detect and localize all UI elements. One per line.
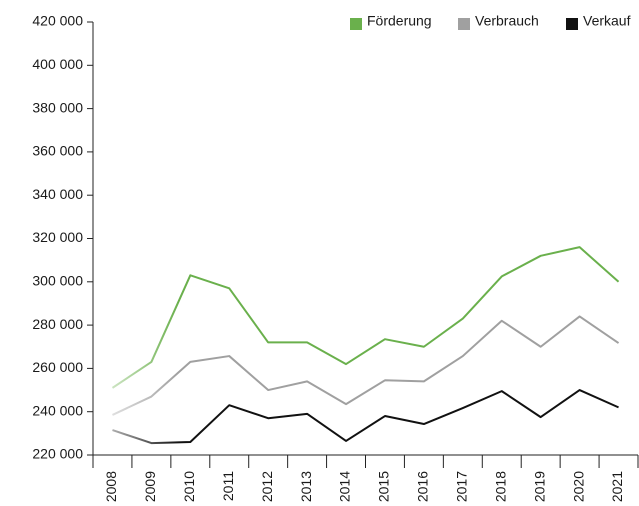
legend-swatch — [350, 18, 362, 30]
y-tick-label: 260 000 — [32, 359, 83, 375]
y-tick-label: 400 000 — [32, 56, 83, 72]
legend-swatch — [566, 18, 578, 30]
x-tick-label: 2018 — [492, 471, 508, 502]
y-tick-label: 320 000 — [32, 229, 83, 245]
x-tick-label: 2019 — [531, 471, 547, 502]
x-tick-label: 2008 — [103, 471, 119, 502]
y-tick-label: 360 000 — [32, 143, 83, 159]
x-tick-label: 2010 — [181, 471, 197, 502]
x-tick-label: 2017 — [454, 471, 470, 502]
x-tick-label: 2013 — [298, 471, 314, 502]
y-tick-label: 380 000 — [32, 99, 83, 115]
y-tick-label: 340 000 — [32, 186, 83, 202]
x-tick-label: 2021 — [609, 471, 625, 502]
x-tick-label: 2012 — [259, 471, 275, 502]
x-tick-label: 2009 — [142, 471, 158, 502]
x-tick-label: 2016 — [415, 471, 431, 502]
legend-swatch — [458, 18, 470, 30]
series-line — [112, 315, 620, 416]
y-tick-label: 300 000 — [32, 273, 83, 289]
y-tick-label: 220 000 — [32, 446, 83, 462]
x-tick-label: 2020 — [570, 471, 586, 502]
series-line — [112, 389, 619, 445]
y-tick-label: 240 000 — [32, 402, 83, 418]
x-tick-label: 2015 — [376, 471, 392, 502]
series-line — [111, 246, 620, 389]
y-tick-label: 420 000 — [32, 13, 83, 29]
legend-label: Verbrauch — [475, 13, 539, 29]
x-tick-label: 2014 — [337, 471, 353, 502]
legend-label: Förderung — [367, 13, 432, 29]
x-tick-label: 2011 — [220, 471, 236, 501]
legend-label: Verkauf — [583, 13, 631, 29]
y-tick-label: 280 000 — [32, 316, 83, 332]
